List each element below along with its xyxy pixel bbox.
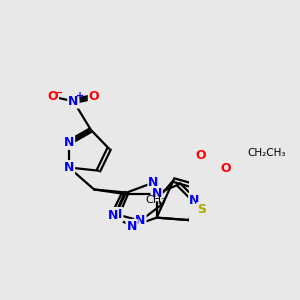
Text: N: N (108, 209, 118, 222)
Text: N: N (152, 187, 162, 200)
Text: +: + (76, 91, 84, 101)
Text: CH₃: CH₃ (145, 195, 166, 205)
Text: N: N (189, 194, 200, 207)
Text: O: O (195, 148, 206, 161)
Text: S: S (197, 203, 206, 216)
Text: N: N (64, 136, 74, 149)
Text: N: N (127, 220, 137, 233)
Text: O: O (47, 90, 58, 103)
Text: N: N (112, 208, 122, 221)
Text: CH₂CH₃: CH₂CH₃ (248, 148, 286, 158)
Text: O: O (220, 162, 231, 175)
Text: N: N (135, 214, 146, 227)
Text: N: N (64, 161, 74, 174)
Text: −: − (54, 87, 64, 98)
Text: N: N (68, 95, 79, 108)
Text: O: O (89, 90, 99, 103)
Text: N: N (148, 176, 159, 189)
